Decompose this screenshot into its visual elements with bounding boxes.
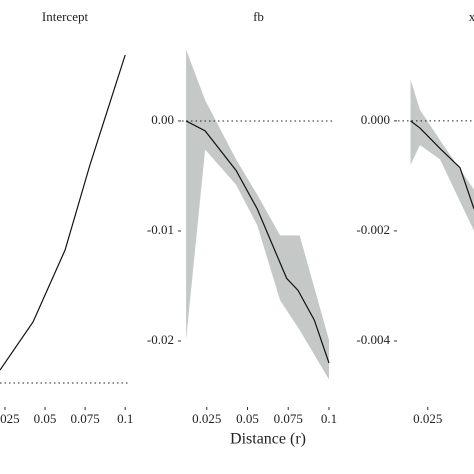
y-tick-label: -0.002	[356, 222, 390, 237]
panel-title: Intercept	[42, 9, 89, 24]
x-tick-label: 0.025	[192, 411, 221, 426]
x-tick-label: 0.1	[117, 411, 133, 426]
y-tick-label: -0.01	[147, 222, 174, 237]
x-tick-label: 0.025	[413, 411, 442, 426]
line	[185, 120, 330, 364]
confidence-band	[410, 79, 474, 231]
line	[410, 120, 474, 210]
panel-title: x	[469, 9, 474, 24]
y-tick-label: 0.00	[151, 112, 174, 127]
y-tick-label: 0.000	[361, 112, 390, 127]
y-tick-label: -0.02	[147, 332, 174, 347]
x-tick-label: 0.075	[274, 411, 303, 426]
x-axis-label: Distance (r)	[230, 431, 306, 448]
line	[0, 54, 126, 371]
x-tick-label: 0.05	[236, 411, 259, 426]
x-tick-label: 0.1	[321, 411, 337, 426]
x-tick-label: 0.025	[0, 411, 20, 426]
x-tick-label: 0.05	[34, 411, 57, 426]
x-tick-label: 0.075	[70, 411, 99, 426]
panel-title: fb	[253, 9, 264, 24]
confidence-band	[186, 49, 329, 380]
y-tick-label: -0.004	[356, 332, 390, 347]
